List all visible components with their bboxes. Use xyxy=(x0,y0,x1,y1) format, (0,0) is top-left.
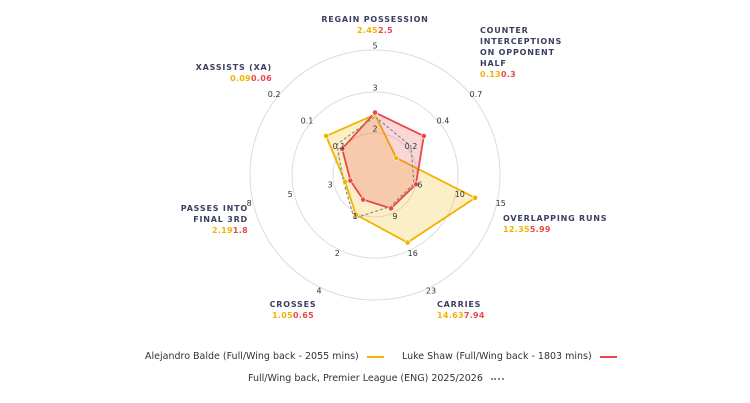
tick-label: 0.4 xyxy=(437,116,450,125)
axis-values: 2.452.5 xyxy=(321,25,428,36)
tick-label: 4 xyxy=(316,287,321,296)
value-label: 5.99 xyxy=(529,225,551,234)
data-point xyxy=(360,196,367,203)
value-label: 1.8 xyxy=(232,226,248,235)
tick-label: 3 xyxy=(328,181,333,190)
average-polygon xyxy=(336,115,415,220)
data-point xyxy=(339,145,346,152)
data-point xyxy=(388,205,394,212)
data-point xyxy=(404,239,411,246)
value-label: 12.35 xyxy=(503,225,530,234)
legend-entry: Full/Wing back, Premier League (ENG) 202… xyxy=(248,373,504,384)
value-label: 1.05 xyxy=(272,311,293,320)
data-point xyxy=(342,178,349,185)
tick-label: 16 xyxy=(408,249,418,258)
axis-name: CARRIES xyxy=(437,300,482,309)
axis-name: CROSSES xyxy=(269,300,317,309)
tick-label: 3 xyxy=(372,84,377,93)
legend-label: Alejandro Balde (Full/Wing back - 2055 m… xyxy=(145,351,359,362)
tick-label: 5 xyxy=(288,190,293,199)
axis-values: 0.090.06 xyxy=(196,73,272,84)
data-point xyxy=(472,194,479,201)
axis-name: REGAIN POSSESSION xyxy=(321,15,429,24)
axis-name: COUNTER INTERCEPTIONS ON OPPONENT HALF xyxy=(480,26,563,68)
grid-ring xyxy=(291,91,459,259)
legend-label: Luke Shaw (Full/Wing back - 1803 mins) xyxy=(402,351,592,362)
tick-label: 23 xyxy=(426,287,436,296)
legend-entry: Alejandro Balde (Full/Wing back - 2055 m… xyxy=(145,351,384,362)
legend-swatch xyxy=(490,377,504,380)
value-label: 14.63 xyxy=(437,311,464,320)
value-label: 2.19 xyxy=(211,226,233,235)
tick-label: 2 xyxy=(372,125,377,134)
legend-swatch xyxy=(366,355,384,358)
value-label: 0.13 xyxy=(480,70,501,79)
axis-values: 2.191.8 xyxy=(148,225,248,236)
series-polygon xyxy=(341,111,425,210)
value-label: 0.65 xyxy=(292,311,314,320)
value-label: 2.5 xyxy=(377,26,394,35)
tick-label: 6 xyxy=(417,181,422,190)
tick-label: 8 xyxy=(247,199,252,208)
value-label: 0.3 xyxy=(500,70,517,79)
axis-values: 12.355.99 xyxy=(503,224,607,235)
legend-entry: Luke Shaw (Full/Wing back - 1803 mins) xyxy=(402,351,617,362)
series-polygon xyxy=(324,113,477,244)
data-point xyxy=(347,177,354,184)
data-point xyxy=(393,155,400,161)
grid-ring xyxy=(249,49,501,301)
tick-label: 2 xyxy=(335,249,340,258)
data-point xyxy=(420,133,427,139)
legend-swatch xyxy=(599,355,617,358)
axis-name: XASSISTS (XA) xyxy=(195,63,272,72)
axis-label: REGAIN POSSESSION 2.452.5 xyxy=(321,14,428,36)
data-point xyxy=(372,109,378,116)
tick-label: 0.1 xyxy=(333,142,346,151)
data-point xyxy=(412,181,419,188)
value-label: 2.45 xyxy=(356,26,378,35)
value-label: 0.06 xyxy=(251,74,272,83)
legend-label: Full/Wing back, Premier League (ENG) 202… xyxy=(248,373,483,384)
tick-label: 0.1 xyxy=(301,116,314,125)
tick-label: 0.2 xyxy=(405,142,418,151)
data-point xyxy=(323,133,330,139)
tick-label: 0.2 xyxy=(268,90,281,99)
tick-label: 10 xyxy=(455,190,465,199)
axis-label: XASSISTS (XA) 0.090.06 xyxy=(196,62,272,84)
tick-label: 15 xyxy=(496,199,506,208)
tick-label: 1 xyxy=(352,212,357,221)
axis-values: 14.637.94 xyxy=(437,310,485,321)
tick-label: 5 xyxy=(372,42,377,51)
axis-label: PASSES INTO FINAL 3RD 2.191.8 xyxy=(148,203,248,236)
axis-label: COUNTER INTERCEPTIONS ON OPPONENT HALF 0.… xyxy=(480,25,580,80)
tick-label: 0.7 xyxy=(469,90,482,99)
value-label: 0.09 xyxy=(230,74,252,83)
value-label: 7.94 xyxy=(463,311,485,320)
data-point xyxy=(352,211,359,218)
axis-label: OVERLAPPING RUNS 12.355.99 xyxy=(503,213,607,235)
axis-label: CARRIES 14.637.94 xyxy=(437,299,485,321)
axis-name: OVERLAPPING RUNS xyxy=(503,214,608,223)
axis-label: CROSSES 1.050.65 xyxy=(270,299,317,321)
axis-values: 1.050.65 xyxy=(270,310,317,321)
axis-name: PASSES INTO FINAL 3RD xyxy=(180,204,248,224)
axis-values: 0.130.3 xyxy=(480,69,580,80)
tick-label: 9 xyxy=(392,212,397,221)
